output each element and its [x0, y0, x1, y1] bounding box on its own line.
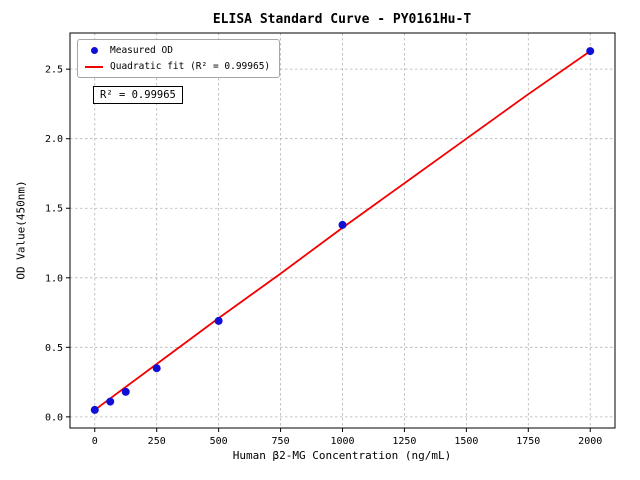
data-point [586, 47, 595, 56]
y-tick-label: 1.0 [45, 273, 63, 284]
legend: Measured OD Quadratic fit (R² = 0.99965) [77, 39, 281, 78]
x-tick-label: 1250 [392, 436, 416, 447]
x-tick-label: 2000 [578, 436, 602, 447]
y-tick-label: 0.5 [45, 343, 63, 354]
data-point [152, 364, 161, 373]
data-point [106, 397, 115, 406]
data-point [90, 405, 99, 414]
data-point [338, 220, 347, 229]
fit-line-marker-icon [85, 65, 103, 68]
x-tick-label: 1750 [516, 436, 540, 447]
y-tick-label: 2.0 [45, 134, 63, 145]
data-point [214, 316, 223, 325]
data-point [121, 387, 130, 396]
legend-item-measured-od: Measured OD [85, 45, 270, 56]
y-tick-label: 0.0 [45, 412, 63, 423]
legend-label-quadratic-fit: Quadratic fit (R² = 0.99965) [110, 61, 271, 72]
chart-title: ELISA Standard Curve - PY0161Hu-T [212, 12, 472, 27]
x-tick-label: 0 [92, 436, 98, 447]
x-tick-label: 500 [210, 436, 228, 447]
x-tick-label: 250 [148, 436, 166, 447]
x-tick-label: 750 [272, 436, 290, 447]
y-axis-label: OD Value(450nm) [14, 180, 28, 280]
r-squared-annotation: R² = 0.99965 [93, 86, 183, 104]
x-axis-label: Human β2-MG Concentration (ng/mL) [232, 449, 452, 462]
legend-label-measured-od: Measured OD [110, 45, 173, 56]
y-tick-label: 1.5 [45, 204, 63, 215]
legend-item-quadratic-fit: Quadratic fit (R² = 0.99965) [85, 61, 270, 72]
y-tick-label: 2.5 [45, 65, 63, 76]
x-tick-label: 1000 [330, 436, 354, 447]
measured-od-marker-icon [90, 47, 98, 54]
x-tick-label: 1500 [454, 436, 478, 447]
